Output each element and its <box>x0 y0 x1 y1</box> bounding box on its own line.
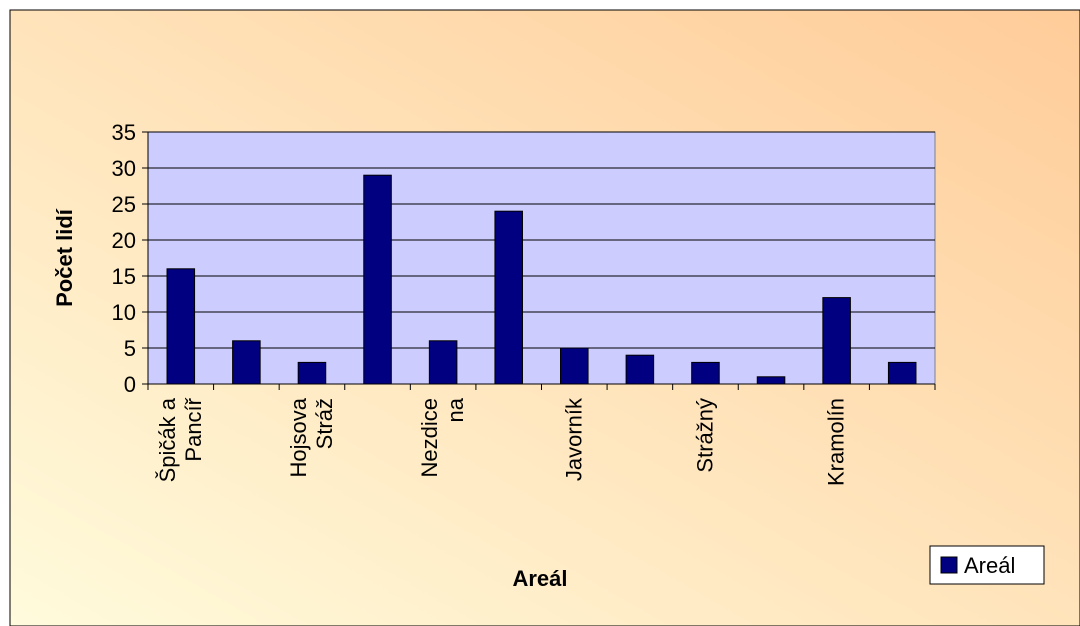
bars <box>166 174 917 385</box>
x-tick-label: Špičák a <box>155 397 180 482</box>
bar <box>363 174 392 385</box>
y-tick-label: 15 <box>112 264 136 289</box>
x-axis-ticks <box>147 384 936 390</box>
bar <box>756 376 786 385</box>
bar <box>887 361 917 385</box>
y-tick-label: 35 <box>112 120 136 145</box>
y-tick-label: 5 <box>124 336 136 361</box>
plot-area <box>147 131 936 385</box>
bar <box>297 361 327 385</box>
y-tick-label: 30 <box>112 156 136 181</box>
bar <box>428 340 458 385</box>
x-tick-label: na <box>443 397 468 422</box>
legend-label: Areál <box>964 553 1015 578</box>
y-tick-label: 10 <box>112 300 136 325</box>
x-tick-label: Strážný <box>692 398 717 473</box>
bar <box>560 347 589 385</box>
y-tick-label: 20 <box>112 228 136 253</box>
x-axis-title: Areál <box>512 566 567 591</box>
legend: Areál <box>929 545 1045 585</box>
x-tick-label: Javorník <box>561 397 586 481</box>
y-tick-label: 25 <box>112 192 136 217</box>
bar <box>494 210 523 385</box>
x-tick-label: Nezdice <box>417 398 442 477</box>
x-axis-tick-labels: Špičák a Pancíř Hojsova Stráž Nezdice na Javor… <box>155 397 849 486</box>
y-axis-title: Počet lidí <box>52 208 77 307</box>
gridlines <box>148 131 935 349</box>
legend-swatch <box>940 556 958 574</box>
y-tick-label: 0 <box>124 372 136 397</box>
bar <box>822 297 851 385</box>
bar <box>166 268 196 385</box>
x-tick-label: Stráž <box>312 398 337 449</box>
x-tick-label: Kramolín <box>824 398 849 486</box>
bar <box>232 340 261 385</box>
y-axis-ticks: 0 5 10 15 20 25 30 35 <box>112 120 148 397</box>
x-tick-label: Pancíř <box>181 397 206 461</box>
x-tick-label: Hojsova <box>286 397 311 477</box>
bar <box>625 354 655 385</box>
bar <box>691 361 720 385</box>
